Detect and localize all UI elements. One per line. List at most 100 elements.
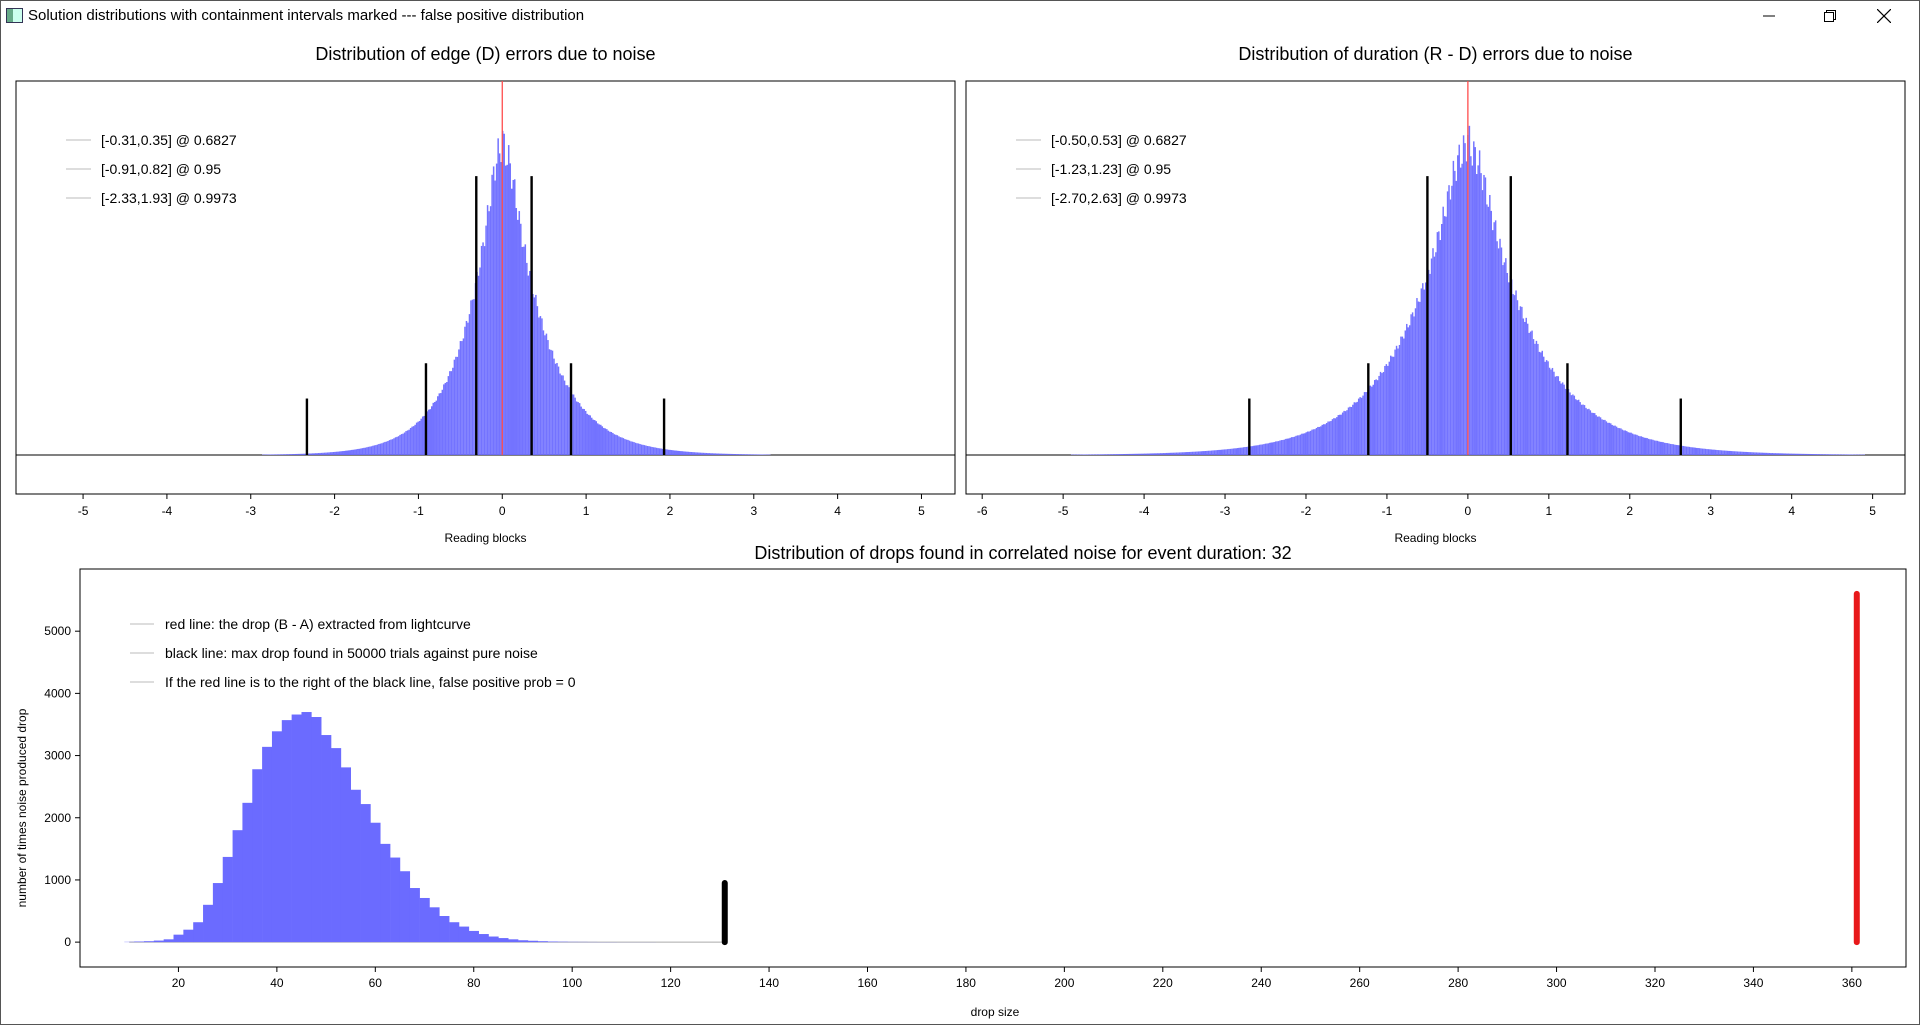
histogram-bar <box>744 454 747 455</box>
histogram-bar <box>335 451 338 455</box>
histogram-bar <box>1487 206 1490 455</box>
minimize-button[interactable] <box>1746 1 1792 31</box>
histogram-bar <box>1086 454 1089 455</box>
histogram-bar <box>1563 384 1565 455</box>
histogram-bar <box>1104 454 1106 455</box>
histogram-bar <box>1722 450 1724 455</box>
histogram-bar <box>1089 454 1092 455</box>
histogram-bar <box>1513 295 1516 455</box>
maximize-button[interactable] <box>1807 1 1853 31</box>
histogram-bar <box>1837 454 1839 455</box>
histogram-bar <box>1835 454 1838 455</box>
histogram-bar <box>507 145 510 455</box>
histogram-bar <box>1777 453 1780 455</box>
histogram-bar <box>535 294 537 455</box>
histogram-bar <box>609 431 611 455</box>
histogram-bar <box>690 452 693 455</box>
histogram-bar <box>252 769 263 943</box>
histogram-bar <box>1180 452 1182 455</box>
histogram-bar <box>1630 432 1632 455</box>
histogram-bar <box>1834 454 1836 455</box>
histogram-bar <box>1607 422 1609 455</box>
histogram-bar <box>1728 450 1730 455</box>
histogram-bar <box>580 406 582 455</box>
histogram-bar <box>275 454 278 455</box>
x-tick-label: 240 <box>1251 976 1271 990</box>
histogram-bar <box>329 452 332 455</box>
histogram-bar <box>432 402 435 455</box>
x-tick-label: -4 <box>162 504 173 518</box>
histogram-bar <box>1827 454 1829 455</box>
histogram-bar <box>1846 454 1848 455</box>
histogram-bar <box>1557 376 1560 455</box>
x-tick-label: 340 <box>1743 976 1763 990</box>
histogram-bar <box>583 409 585 455</box>
histogram-bar <box>1324 424 1326 455</box>
histogram-bar <box>1540 352 1542 455</box>
histogram-bar <box>1742 451 1745 455</box>
histogram-bar <box>313 453 315 455</box>
histogram-bar <box>1556 376 1558 455</box>
histogram-bar <box>1709 449 1711 455</box>
histogram-bar <box>443 384 445 455</box>
histogram-bar <box>1422 283 1424 455</box>
histogram-bar <box>1289 437 1291 455</box>
histogram-bar <box>624 439 626 455</box>
histogram-bar <box>1793 453 1796 455</box>
histogram-bar <box>1120 454 1122 455</box>
histogram-bar <box>600 424 602 455</box>
chart-title: Distribution of duration (R - D) errors … <box>1238 44 1632 64</box>
histogram-bar <box>1333 418 1335 455</box>
histogram-bar <box>586 413 588 455</box>
histogram-bar <box>657 448 659 455</box>
y-tick-label: 2000 <box>44 811 71 825</box>
histogram-bar <box>597 423 599 455</box>
histogram-bar <box>1107 454 1109 455</box>
histogram-bar <box>332 451 335 455</box>
close-button[interactable] <box>1861 1 1907 31</box>
histogram-bar <box>1286 438 1289 455</box>
histogram-bar <box>1238 447 1240 455</box>
histogram-bar <box>373 445 376 455</box>
y-tick-label: 5000 <box>44 624 71 638</box>
histogram-bar <box>1254 445 1256 455</box>
x-tick-label: 4 <box>1788 504 1795 518</box>
histogram-bar <box>1465 161 1468 455</box>
histogram-bar <box>1691 447 1694 455</box>
x-axis-label: Reading blocks <box>1394 531 1476 545</box>
histogram-bar <box>707 453 709 455</box>
histogram-bar <box>1684 446 1686 455</box>
histogram-bar <box>434 402 436 455</box>
histogram-bar <box>1306 431 1309 455</box>
histogram-bar <box>1824 454 1826 455</box>
histogram-bar <box>536 306 539 455</box>
histogram-bar <box>1184 452 1187 455</box>
histogram-bar <box>1168 452 1170 455</box>
histogram-bar <box>1729 450 1731 455</box>
histogram-bar <box>1455 180 1458 455</box>
histogram-bar <box>704 452 706 455</box>
histogram-bar <box>452 367 454 455</box>
histogram-bar <box>1339 414 1341 455</box>
histogram-bar <box>1512 294 1514 455</box>
histogram-bar <box>1735 451 1737 455</box>
histogram-bar <box>1101 454 1103 455</box>
histogram-bar <box>698 452 700 455</box>
histogram-bar <box>1712 449 1714 455</box>
title-bar[interactable]: Solution distributions with containment … <box>1 1 1919 31</box>
histogram-bar <box>1602 419 1605 455</box>
histogram-bar <box>163 939 174 943</box>
histogram-bar <box>1321 424 1323 455</box>
histogram-bar <box>753 454 756 455</box>
histogram-bar <box>361 448 364 455</box>
histogram-bar <box>1225 449 1227 455</box>
close-icon <box>1877 9 1891 23</box>
histogram-bar <box>731 453 733 455</box>
histogram-bar <box>1783 453 1785 455</box>
histogram-bar <box>1263 444 1265 455</box>
y-axis-label: number of times noise produced drop <box>15 708 29 907</box>
histogram-bar <box>1710 449 1713 455</box>
x-tick-label: 220 <box>1153 976 1173 990</box>
histogram-bar <box>1760 452 1762 455</box>
x-tick-label: 1 <box>583 504 590 518</box>
